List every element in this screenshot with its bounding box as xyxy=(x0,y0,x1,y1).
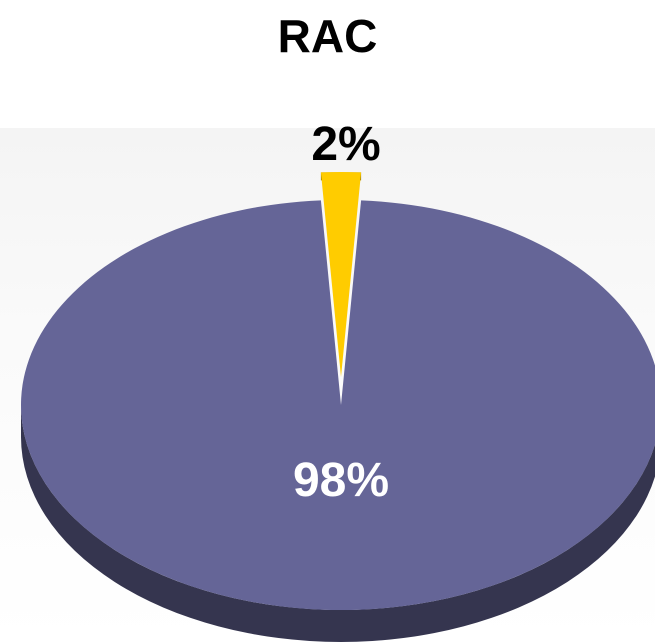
pie-slice-98 xyxy=(21,200,655,610)
data-label-2: 2% xyxy=(311,118,380,171)
pie-top-layer xyxy=(21,172,655,610)
pie-slice-2 xyxy=(320,172,362,377)
pie-label-layer: 98% 2% xyxy=(293,118,389,507)
pie-side-98 xyxy=(21,405,655,642)
data-label-98: 98% xyxy=(293,454,389,507)
chart-title: RAC xyxy=(277,10,378,62)
